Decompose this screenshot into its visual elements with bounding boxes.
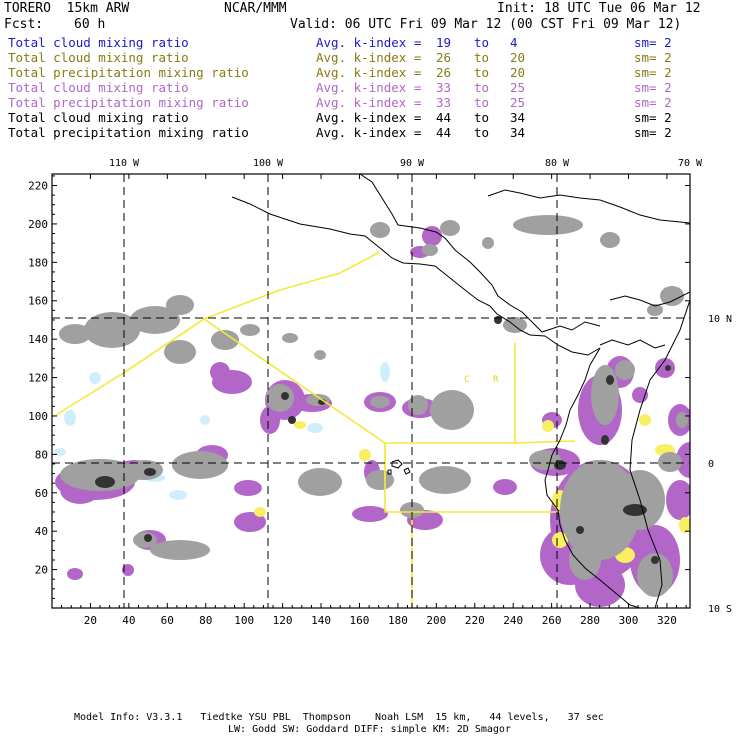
- legend-kindex-from: 26: [436, 50, 452, 65]
- legend-field: Total cloud mixing ratio: [8, 35, 189, 50]
- legend-to: to: [474, 95, 490, 110]
- y-tick-label: 100: [28, 410, 48, 423]
- weather-fields: [54, 215, 690, 607]
- legend-field: Total precipitation mixing ratio: [8, 95, 249, 110]
- legend-kindex-label: Avg. k-index =: [316, 35, 422, 50]
- legend-field: Total precipitation mixing ratio: [8, 65, 249, 80]
- legend-smoothing: sm= 2: [634, 35, 672, 50]
- org-label: NCAR/MMM: [224, 1, 287, 16]
- legend-kindex-label: Avg. k-index =: [316, 65, 422, 80]
- x-tick-label: 160: [350, 614, 370, 627]
- latitude-label: 10 N: [708, 314, 732, 325]
- legend-to: to: [474, 110, 490, 125]
- axes: 20 40 60 80 100 120 140 160 180 200 220 240 260 280 30…: [28, 158, 732, 627]
- longitude-label: 100 W: [253, 158, 284, 169]
- legend-kindex-from: 44: [436, 125, 452, 140]
- legend-field: Total cloud mixing ratio: [8, 80, 189, 95]
- y-tick-label: 120: [28, 372, 48, 385]
- longitude-label: 90 W: [400, 158, 425, 169]
- x-tick-label: 80: [199, 614, 212, 627]
- x-tick-label: 40: [122, 614, 135, 627]
- legend-field: Total cloud mixing ratio: [8, 50, 189, 65]
- legend-kindex-from: 33: [436, 80, 452, 95]
- cloud-dense-layer: [59, 215, 688, 597]
- legend-smoothing: sm= 2: [634, 125, 672, 140]
- legend-kindex-to: 34: [510, 110, 526, 125]
- x-tick-label: 200: [426, 614, 446, 627]
- legend-kindex-label: Avg. k-index =: [316, 95, 422, 110]
- legend-to: to: [474, 50, 490, 65]
- x-tick-label: 260: [542, 614, 562, 627]
- x-tick-label: 280: [580, 614, 600, 627]
- legend-smoothing: sm= 2: [634, 50, 672, 65]
- longitude-label: 70 W: [678, 158, 703, 169]
- legend-kindex-to: 20: [510, 65, 526, 80]
- legend-kindex-label: Avg. k-index =: [316, 80, 422, 95]
- y-tick-label: 40: [35, 525, 48, 538]
- x-tick-label: 320: [657, 614, 677, 627]
- legend-smoothing: sm= 2: [634, 110, 672, 125]
- latitude-label: 10 S: [708, 604, 732, 615]
- legend-kindex-from: 19: [436, 35, 452, 50]
- y-tick-label: 80: [35, 448, 48, 461]
- legend-kindex-to: 25: [510, 80, 526, 95]
- y-tick-label: 160: [28, 295, 48, 308]
- y-tick-label: 180: [28, 256, 48, 269]
- legend-field: Total precipitation mixing ratio: [8, 125, 249, 140]
- x-tick-label: 100: [234, 614, 254, 627]
- legend-kindex-from: 26: [436, 65, 452, 80]
- plot-frame: [51, 173, 691, 609]
- legend-to: to: [474, 80, 490, 95]
- legend-smoothing: sm= 2: [634, 65, 672, 80]
- x-tick-label: 140: [311, 614, 331, 627]
- legend-kindex-from: 33: [436, 95, 452, 110]
- legend-kindex-to: 4: [510, 35, 518, 50]
- forecast-hour: 60 h: [74, 17, 106, 32]
- forecast-label: Fcst:: [4, 17, 44, 32]
- y-tick-label: 140: [28, 333, 48, 346]
- x-tick-label: 20: [84, 614, 97, 627]
- footer-model-info: Model Info: V3.3.1 Tiedtke YSU PBL Thomp…: [74, 712, 604, 723]
- x-tick-label: 220: [465, 614, 485, 627]
- legend-smoothing: sm= 2: [634, 95, 672, 110]
- x-tick-label: 180: [388, 614, 408, 627]
- legend-kindex-label: Avg. k-index =: [316, 125, 422, 140]
- legend-field: Total cloud mixing ratio: [8, 110, 189, 125]
- x-tick-label: 60: [161, 614, 174, 627]
- legend-smoothing: sm= 2: [634, 80, 672, 95]
- region-letter-c: C: [464, 375, 469, 385]
- legend-to: to: [474, 65, 490, 80]
- latitude-label: 0: [708, 459, 714, 470]
- y-tick-label: 200: [28, 218, 48, 231]
- legend-kindex-to: 25: [510, 95, 526, 110]
- legend-kindex-label: Avg. k-index =: [316, 110, 422, 125]
- x-tick-label: 120: [273, 614, 293, 627]
- valid-time: Valid: 06 UTC Fri 09 Mar 12 (00 CST Fri …: [290, 17, 682, 32]
- x-tick-label: 240: [503, 614, 523, 627]
- y-tick-label: 20: [35, 564, 48, 577]
- legend-kindex-label: Avg. k-index =: [316, 50, 422, 65]
- legend-kindex-to: 20: [510, 50, 526, 65]
- longitude-label: 80 W: [545, 158, 570, 169]
- coastlines: [231, 174, 690, 608]
- init-time: Init: 18 UTC Tue 06 Mar 12: [497, 1, 701, 16]
- y-tick-label: 60: [35, 487, 48, 500]
- y-tick-label: 220: [28, 180, 48, 193]
- legend-to: to: [474, 35, 490, 50]
- footer-physics-info: LW: Godd SW: Goddard DIFF: simple KM: 2D…: [228, 724, 511, 735]
- region-letter-r: R: [493, 375, 499, 385]
- model-title: TORERO 15km ARW: [4, 1, 130, 16]
- precip-mid-layer: [176, 414, 690, 563]
- longitude-label: 110 W: [109, 158, 140, 169]
- legend-to: to: [474, 125, 490, 140]
- cloud-light-layer: [54, 362, 390, 500]
- graticule: [52, 174, 690, 608]
- x-tick-label: 300: [619, 614, 639, 627]
- legend-kindex-to: 34: [510, 125, 526, 140]
- legend-kindex-from: 44: [436, 110, 452, 125]
